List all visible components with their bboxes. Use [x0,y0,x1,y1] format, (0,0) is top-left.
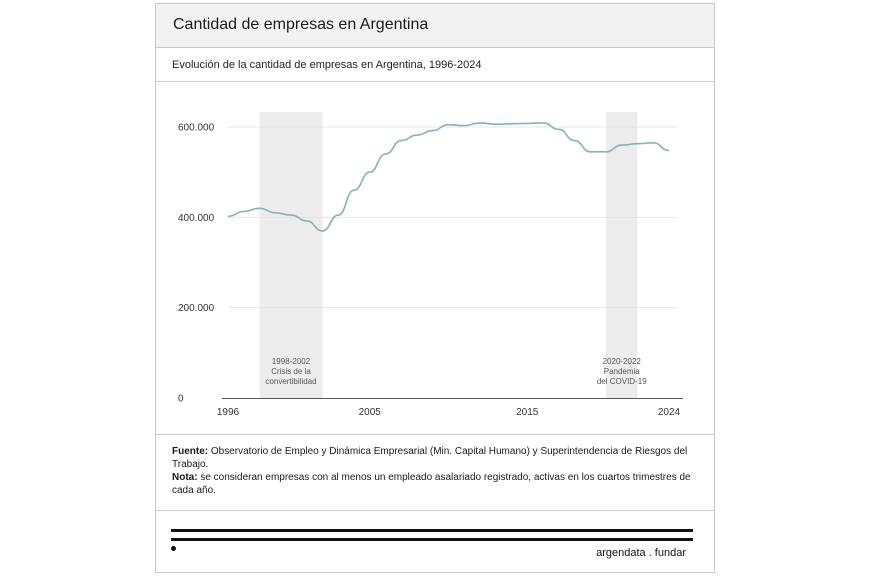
annotation-label: Crisis de la [271,367,311,376]
subtitle-bar: Evolución de la cantidad de empresas en … [156,48,714,82]
footer-rule [171,538,693,541]
x-tick-label: 2005 [359,407,382,418]
annotation-label: convertibilidad [265,377,316,386]
annotation-band [606,112,638,398]
y-tick-label: 200.000 [178,303,215,314]
x-tick-label: 2024 [658,407,681,418]
footer: argendata . fundar [156,510,714,572]
annotation-band [259,112,323,398]
y-tick-label: 400.000 [178,213,215,224]
chart-subtitle: Evolución de la cantidad de empresas en … [172,59,482,71]
x-tick-label: 1996 [217,407,240,418]
chart-notes: Fuente: Observatorio de Empleo y Dinámic… [156,434,714,510]
brand-logo-text: argendata . fundar [596,547,686,559]
y-tick-label: 600.000 [178,123,215,134]
note-text: se consideran empresas con al menos un e… [172,472,691,496]
footer-rule [171,529,693,532]
chart-title: Cantidad de empresas en Argentina [173,16,429,33]
title-bar: Cantidad de empresas en Argentina [156,4,714,48]
y-tick-label: 0 [178,394,184,405]
footer-dot [171,546,176,551]
series-line [227,122,670,232]
source-text: Observatorio de Empleo y Dinámica Empres… [172,446,688,470]
annotation-label: 1998-2002 [272,357,311,366]
note-label: Nota: [172,472,198,483]
annotation-label: del COVID-19 [597,377,647,386]
chart-card: Cantidad de empresas en Argentina Evoluc… [155,3,715,573]
footnote: Nota: se consideran empresas con al meno… [172,471,698,497]
annotation-label: 2020-2022 [603,357,642,366]
source-label: Fuente: [172,446,209,457]
x-tick-label: 2015 [516,407,539,418]
annotation-label: Pandemia [604,367,641,376]
source-note: Fuente: Observatorio de Empleo y Dinámic… [172,445,698,471]
